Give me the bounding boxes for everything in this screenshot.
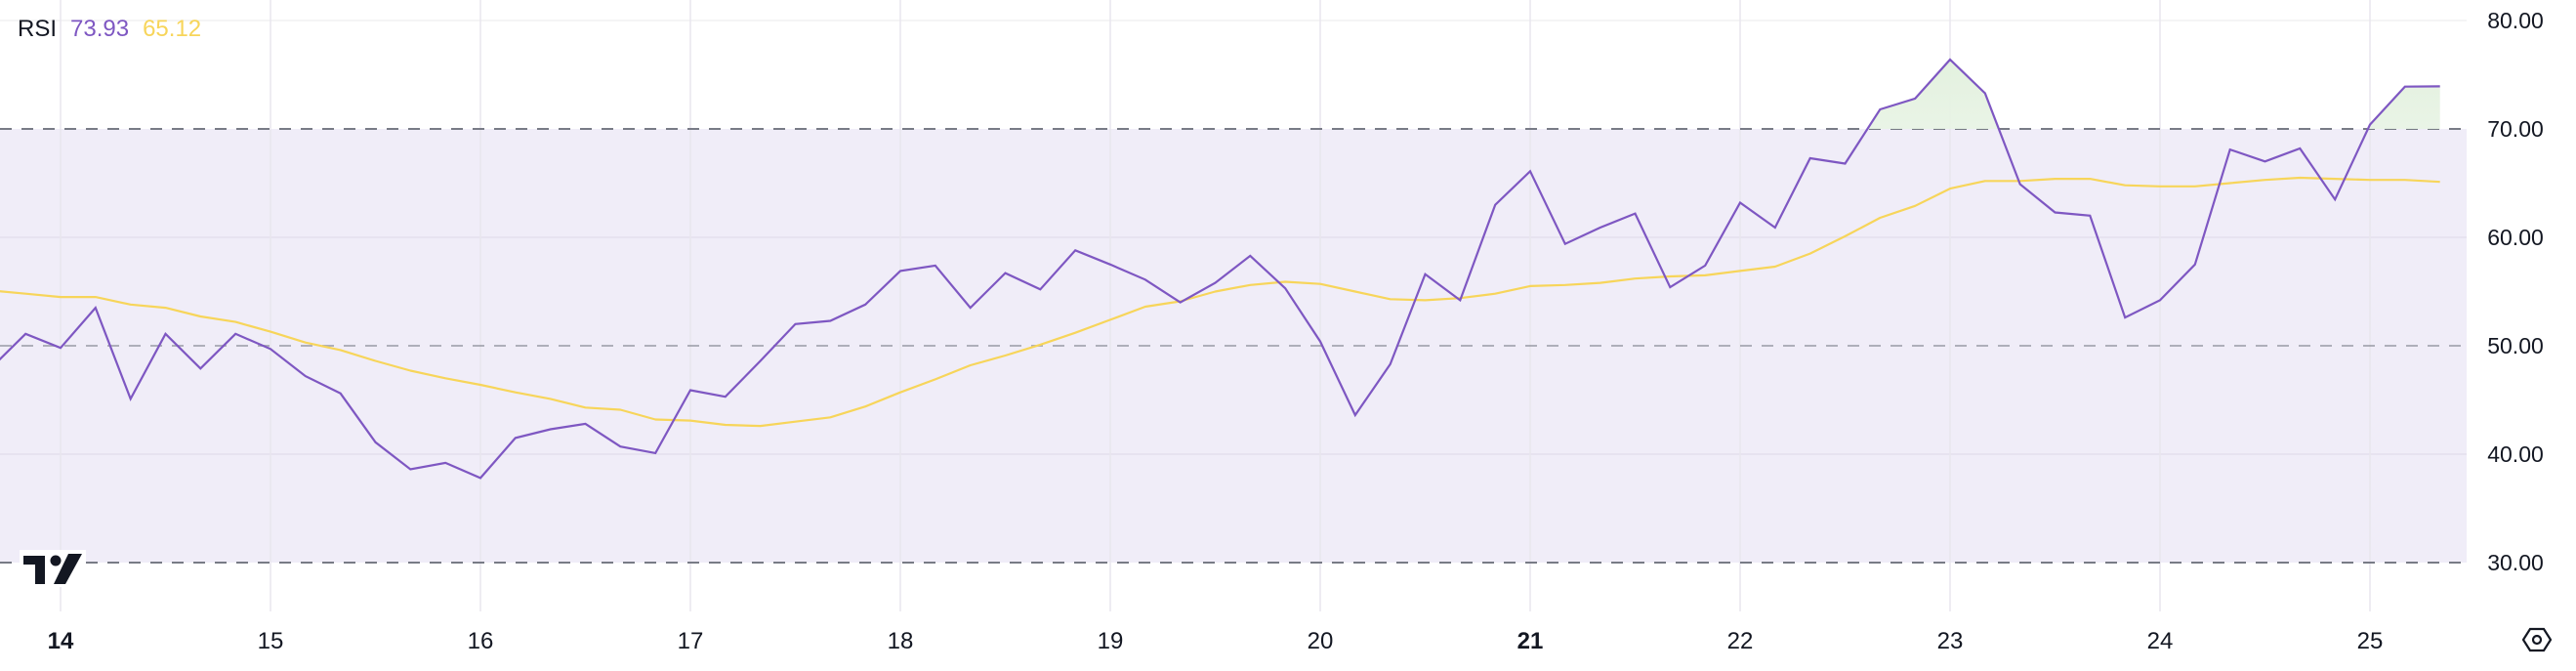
ma-value: 65.12	[143, 16, 202, 42]
x-axis-label: 25	[2357, 628, 2384, 654]
x-axis-label: 21	[1517, 628, 1544, 654]
y-axis-label: 70.00	[2487, 116, 2544, 142]
y-axis-label: 50.00	[2487, 333, 2544, 358]
x-axis-label: 14	[48, 628, 74, 654]
rsi-ma-line[interactable]	[0, 176, 2440, 428]
settings-hexagon-icon[interactable]	[2521, 625, 2553, 654]
y-axis-label: 60.00	[2487, 225, 2544, 250]
overbought-fill	[0, 60, 2440, 129]
indicator-title: RSI	[18, 16, 58, 42]
x-axis-label: 20	[1308, 628, 1334, 654]
x-axis-label: 16	[468, 628, 494, 654]
x-axis-label: 22	[1727, 628, 1754, 654]
x-axis-label: 19	[1098, 628, 1124, 654]
indicator-legend[interactable]: RSI 73.93 65.12	[18, 14, 201, 45]
y-axis-label: 40.00	[2487, 441, 2544, 467]
y-axis-label: 80.00	[2487, 8, 2544, 33]
x-axis-label: 15	[258, 628, 284, 654]
rsi-line[interactable]	[0, 58, 2440, 480]
y-axis-label: 30.00	[2487, 550, 2544, 575]
grid-lines	[0, 0, 2467, 611]
x-axis-label: 24	[2147, 628, 2174, 654]
x-axis-label: 23	[1937, 628, 1964, 654]
rsi-value: 73.93	[70, 16, 130, 42]
y-axis[interactable]: 80.00 70.00 60.00 50.00 40.00 30.00	[2487, 8, 2544, 575]
x-axis[interactable]: 14 15 16 17 18 19 20 21 22 23 24 25	[48, 628, 2384, 654]
overbought-area	[0, 60, 2440, 129]
tradingview-logo-icon[interactable]	[20, 550, 86, 587]
x-axis-label: 17	[678, 628, 704, 654]
x-axis-label: 18	[888, 628, 914, 654]
